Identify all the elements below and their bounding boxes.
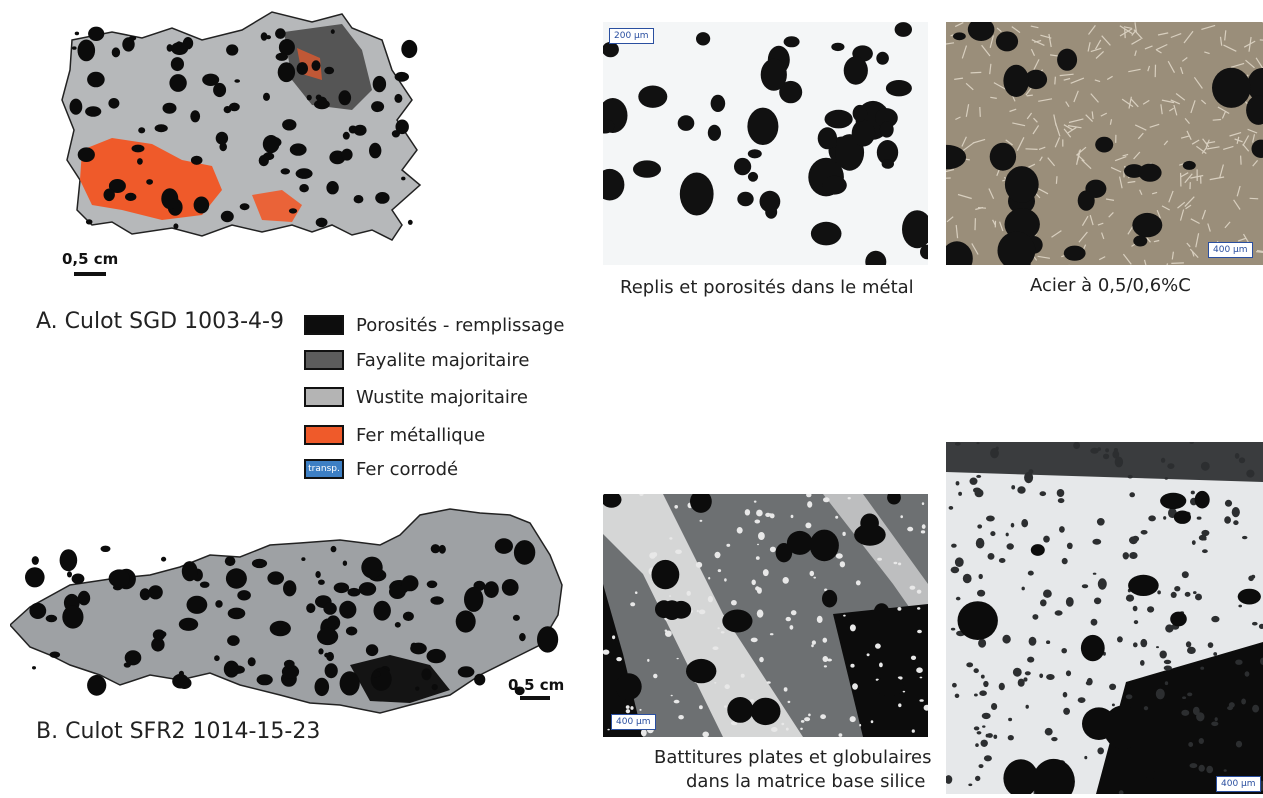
micrograph-top-left-scale: 200 µm (609, 28, 654, 44)
legend-item: transp. Fer corrodé (304, 456, 458, 482)
legend-label: Fer corrodé (356, 458, 459, 480)
micrograph-bottom-right: 400 µm (946, 442, 1263, 794)
micrograph-bottom-left-scale: 400 µm (611, 714, 656, 730)
micrograph-bottom-right-scale: 400 µm (1216, 776, 1261, 792)
micrograph-top-right-caption: Acier à 0,5/0,6%C (1030, 275, 1191, 296)
legend-label: Fayalite majoritaire (356, 349, 530, 371)
specimen-a-scale-label: 0,5 cm (62, 250, 119, 268)
micrograph-bottom-left: 400 µm (603, 494, 928, 737)
micrograph-bottom-left-caption-line2: dans la matrice base silice (686, 771, 926, 792)
legend-swatch (304, 425, 344, 445)
legend-swatch (304, 315, 344, 335)
legend-item: Fayalite majoritaire (304, 347, 529, 373)
legend-label: Fer métallique (356, 424, 486, 446)
specimen-b-scale-label: 0,5 cm (508, 676, 565, 694)
micrograph-top-right: 400 µm (946, 22, 1263, 265)
legend-item: Wustite majoritaire (304, 384, 528, 410)
legend-item: Fer métallique (304, 422, 485, 448)
legend-swatch: transp. (304, 459, 344, 479)
legend-swatch (304, 387, 344, 407)
micrograph-top-right-scale: 400 µm (1208, 242, 1253, 258)
specimen-a-scale-bar (74, 272, 106, 276)
specimen-b-scale-bar (520, 696, 550, 700)
micrograph-top-left-caption: Replis et porosités dans le métal (620, 277, 914, 298)
legend-swatch (304, 350, 344, 370)
legend-item: Porosités - remplissage (304, 312, 564, 338)
legend-label: Porosités - remplissage (356, 314, 565, 336)
specimen-a-image (52, 10, 422, 280)
micrograph-bottom-left-caption-line1: Battitures plates et globulaires (654, 747, 932, 768)
specimen-b-title: B. Culot SFR2 1014-15-23 (36, 719, 321, 744)
specimen-a-title: A. Culot SGD 1003-4-9 (36, 309, 284, 334)
legend-label: Wustite majoritaire (356, 386, 529, 408)
micrograph-top-left: 200 µm (603, 22, 928, 265)
specimen-b-image (8, 505, 565, 720)
